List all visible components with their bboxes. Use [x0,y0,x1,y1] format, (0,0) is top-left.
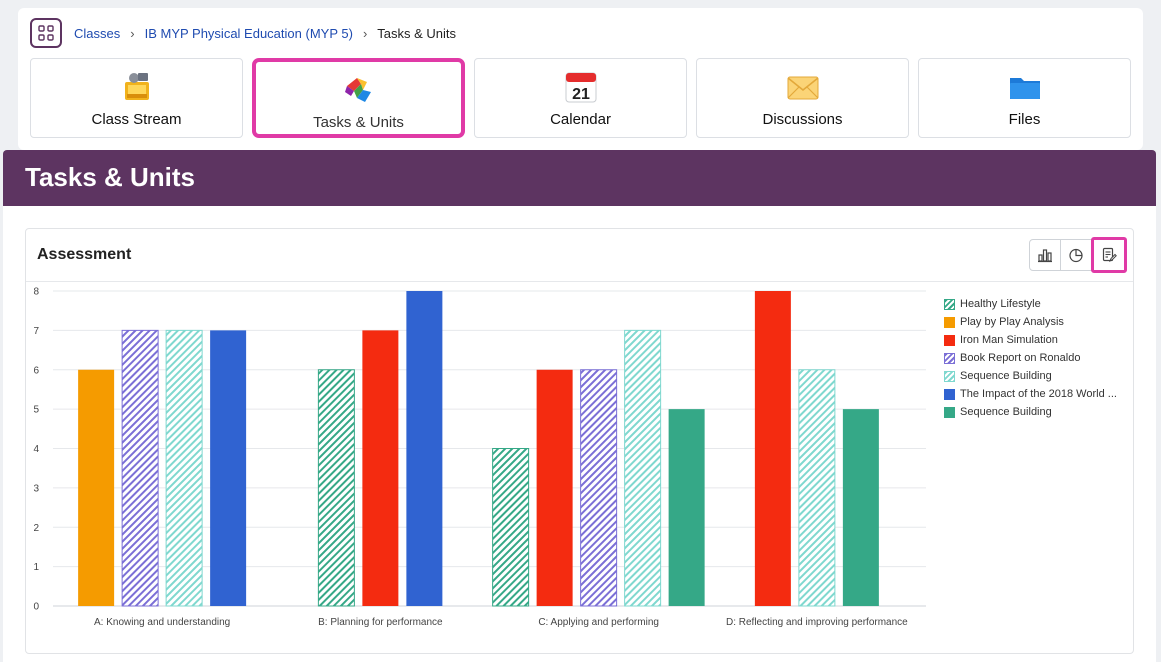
y-tick-label: 8 [33,287,39,298]
panel-title: Assessment [37,246,132,263]
chart-bar[interactable] [580,369,618,607]
pie-chart-view-button[interactable] [1060,239,1092,271]
legend-swatch [944,370,955,382]
legend-label: Iron Man Simulation [960,334,1058,346]
pie-chart-icon [1069,248,1083,263]
legend-item[interactable]: The Impact of the 2018 World ... [944,385,1129,403]
chart-bar[interactable] [165,329,203,607]
legend-label: Sequence Building [960,406,1052,418]
page-banner: Tasks & Units [3,150,1156,206]
breadcrumb-class-link[interactable]: IB MYP Physical Education (MYP 5) [144,25,353,41]
legend-item[interactable]: Iron Man Simulation [944,331,1129,349]
chart-bar[interactable] [798,369,836,607]
chart-bar[interactable] [317,369,355,607]
legend-label: Book Report on Ronaldo [960,352,1081,364]
assessment-bar-chart: 0 1 2 3 4 5 6 7 8 A: Knowing and understanding B: … [33,287,926,628]
bar-chart-view-button[interactable] [1029,239,1061,271]
nav-tile-calendar[interactable]: 21 Calendar [474,58,687,138]
legend-label: Sequence Building [960,370,1052,382]
chart-bar[interactable] [536,369,573,606]
nav-tile-tasks-units[interactable]: Tasks & Units [252,58,465,138]
legend-item[interactable]: Healthy Lifestyle [944,295,1129,313]
table-view-button[interactable] [1091,237,1127,273]
chart-bar[interactable] [754,291,791,606]
y-tick-label: 2 [33,523,39,534]
nav-tile-label: Files [1008,111,1041,128]
chart-bar[interactable] [362,330,399,606]
y-tick-label: 7 [33,326,39,337]
main-content: Assessment [3,206,1156,662]
y-tick-label: 6 [33,365,39,376]
chart-bar[interactable] [210,330,247,606]
legend-item[interactable]: Sequence Building [944,367,1129,385]
y-tick-label: 5 [33,405,39,416]
x-tick-label: B: Planning for performance [318,617,443,628]
view-toggle-group [1029,237,1127,273]
y-tick-label: 1 [33,562,39,573]
nav-tile-discussions[interactable]: Discussions [696,58,909,138]
x-tick-label: D: Reflecting and improving performance [726,617,908,628]
legend-swatch [944,298,955,310]
breadcrumb-current: Tasks & Units [377,25,457,41]
legend-swatch [944,352,955,364]
chart-bar[interactable] [121,329,159,607]
chevron-right-icon: › [130,25,135,41]
y-tick-label: 0 [33,602,39,613]
x-tick-label: A: Knowing and understanding [94,617,230,628]
legend-label: Healthy Lifestyle [960,298,1041,310]
nav-tile-label: Class Stream [91,111,182,128]
nav-tile-class-stream[interactable]: Class Stream [30,58,243,138]
apps-grid-button[interactable] [30,18,62,48]
y-tick-label: 3 [33,483,39,494]
chart-legend: Healthy Lifestyle Play by Play Analysis Ir… [944,295,1129,421]
chart-bar[interactable] [668,409,705,606]
legend-item[interactable]: Book Report on Ronaldo [944,349,1129,367]
legend-label: The Impact of the 2018 World ... [960,388,1117,400]
assessment-panel: Assessment [25,228,1134,654]
breadcrumb-classes-link[interactable]: Classes [74,25,121,41]
legend-swatch [944,334,955,346]
grid-icon [38,25,54,41]
chart-bar[interactable] [492,448,530,607]
nav-tile-label: Tasks & Units [313,114,404,131]
legend-swatch [944,406,955,418]
x-tick-label: C: Applying and performing [538,617,659,628]
chevron-right-icon: › [362,25,368,41]
class-header-card: Classes › IB MYP Physical Education (MYP… [18,8,1143,150]
breadcrumb: Classes › IB MYP Physical Education (MYP… [30,18,456,48]
legend-item[interactable]: Sequence Building [944,403,1129,421]
legend-swatch [944,316,955,328]
page-title: Tasks & Units [25,162,196,192]
chart-bar[interactable] [842,409,879,606]
y-tick-label: 4 [33,444,39,455]
calendar-icon: 21 [563,69,599,105]
class-stream-icon [119,69,155,105]
panel-header: Assessment [26,229,1133,282]
nav-tile-files[interactable]: Files [918,58,1131,138]
puzzle-icon [341,72,377,108]
svg-text:21: 21 [572,86,590,103]
chart-bar[interactable] [624,329,662,607]
chart-bar[interactable] [406,291,443,606]
nav-tile-label: Calendar [550,111,611,128]
folder-icon [1007,69,1043,105]
nav-tile-label: Discussions [762,111,843,128]
legend-swatch [944,388,955,400]
document-edit-icon [1102,247,1117,263]
legend-item[interactable]: Play by Play Analysis [944,313,1129,331]
chart-bar[interactable] [78,369,115,606]
bar-chart-icon [1038,249,1052,263]
legend-label: Play by Play Analysis [960,316,1064,328]
envelope-icon [785,69,821,105]
